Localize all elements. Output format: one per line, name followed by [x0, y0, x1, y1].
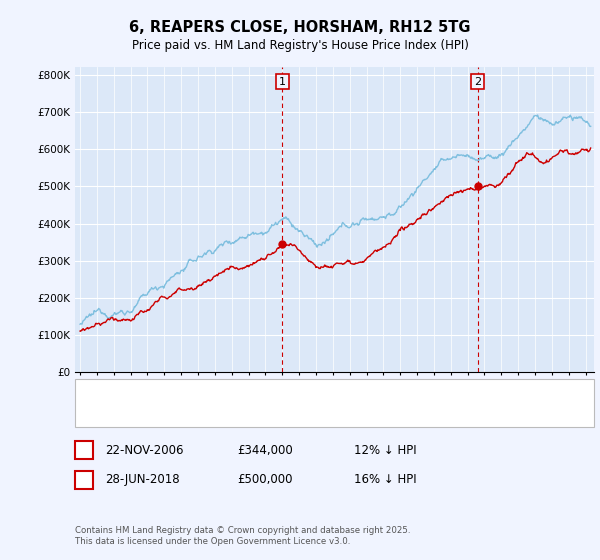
Text: 16% ↓ HPI: 16% ↓ HPI: [354, 473, 416, 487]
Text: 2: 2: [474, 77, 481, 86]
Text: HPI: Average price, detached house, Horsham: HPI: Average price, detached house, Hors…: [112, 409, 352, 419]
Text: Price paid vs. HM Land Registry's House Price Index (HPI): Price paid vs. HM Land Registry's House …: [131, 39, 469, 52]
Text: 1: 1: [279, 77, 286, 86]
Text: £500,000: £500,000: [237, 473, 293, 487]
Text: £344,000: £344,000: [237, 444, 293, 457]
Text: Contains HM Land Registry data © Crown copyright and database right 2025.
This d: Contains HM Land Registry data © Crown c…: [75, 526, 410, 546]
Text: 22-NOV-2006: 22-NOV-2006: [105, 444, 184, 457]
Text: 2: 2: [80, 473, 88, 487]
Text: 12% ↓ HPI: 12% ↓ HPI: [354, 444, 416, 457]
Text: 1: 1: [80, 444, 88, 457]
Text: 6, REAPERS CLOSE, HORSHAM, RH12 5TG: 6, REAPERS CLOSE, HORSHAM, RH12 5TG: [129, 20, 471, 35]
Text: 28-JUN-2018: 28-JUN-2018: [105, 473, 179, 487]
Text: 6, REAPERS CLOSE, HORSHAM, RH12 5TG (detached house): 6, REAPERS CLOSE, HORSHAM, RH12 5TG (det…: [112, 388, 424, 398]
